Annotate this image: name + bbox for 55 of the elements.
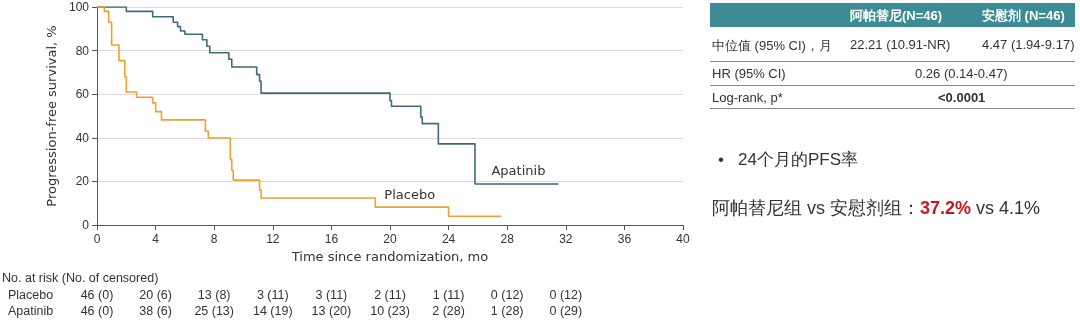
y-tick-label: 80 [75,43,90,58]
text: 2 (11) [374,288,406,302]
text: • 24个月的PFS率 [718,149,859,171]
y-tick-label: 100 [68,0,90,14]
x-tick-label: 16 [324,232,339,246]
text: 37.2% [920,198,972,218]
x-tick-label: 8 [210,232,218,246]
text: 46 (0) [80,304,114,318]
text: 1 (11) [432,288,465,302]
text: 2 (28) [432,304,465,318]
text: 0 (12) [490,288,524,302]
text: 22.21 (10.91-NR) [850,37,951,52]
text: 13 (20) [311,304,352,318]
text: 25 (13) [194,304,234,318]
x-axis-title: Time since randomization, mo [290,248,489,264]
y-axis-title: Progression-free survival, % [44,25,60,207]
y-tick-label: 20 [75,174,90,189]
text: Log-rank, p* [712,90,783,105]
x-tick-label: 24 [441,232,456,246]
text: vs 4.1% [975,198,1041,218]
text: 0 (29) [549,304,583,318]
x-tick-label: 32 [559,232,573,246]
x-tick-label: 0 [93,232,101,246]
text: 38 (6) [139,304,172,318]
x-tick-label: 20 [383,232,397,246]
series-label: Apatinib [491,162,546,178]
text: 13 (8) [197,288,231,302]
text: 10 (23) [370,304,410,318]
x-tick-label: 28 [500,232,515,246]
text: 1 (28) [490,304,524,318]
text: <0.0001 [938,90,986,105]
y-tick-label: 60 [75,87,90,102]
text: No. at risk (No. of censored) [2,271,159,285]
x-tick-label: 4 [152,232,160,246]
text: 阿帕替尼(N=46) [850,7,943,25]
series-label: Placebo [384,186,436,202]
text: 4.47 (1.94-9.17) [982,37,1075,52]
text: Placebo [8,288,54,302]
text: 46 (0) [80,288,114,302]
x-tick-label: 40 [676,232,690,246]
text: 3 (11) [256,288,289,302]
text: 中位值 (95% CI)，月 [712,37,832,55]
x-tick-label: 12 [266,232,280,246]
x-tick-label: 36 [617,232,632,246]
y-tick-label: 40 [75,130,90,145]
text: HR (95% CI) [712,66,786,81]
text: 安慰剂 (N=46) [982,7,1065,25]
text: 0 (12) [549,288,583,302]
text: 阿帕替尼组 vs 安慰剂组： [712,198,920,218]
text: 14 (19) [252,304,293,318]
y-tick-label: 0 [82,218,90,232]
text: Apatinib [8,304,54,318]
text: 3 (11) [315,288,348,302]
text: 0.26 (0.14-0.47) [915,66,1008,81]
text: 20 (6) [139,288,172,302]
